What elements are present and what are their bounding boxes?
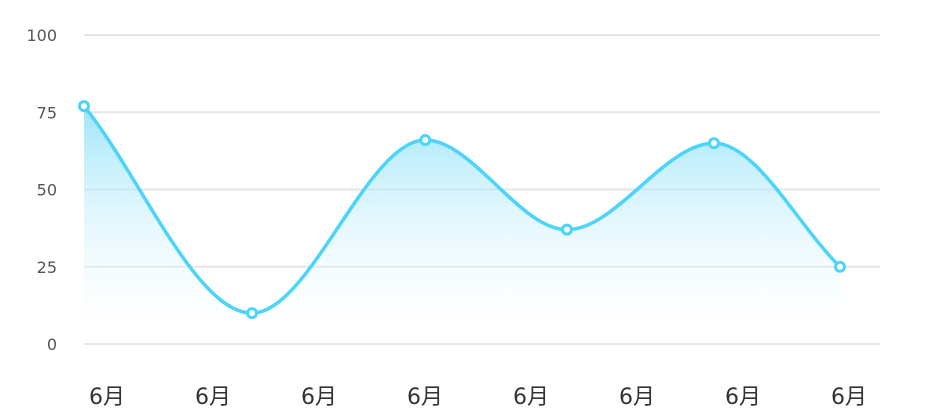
- y-tick-label: 25: [37, 258, 57, 277]
- data-point[interactable]: [246, 307, 258, 320]
- y-axis: 0 25 50 75 100: [26, 26, 57, 354]
- x-tick-label: 6月: [831, 385, 867, 410]
- data-point[interactable]: [561, 223, 573, 236]
- y-tick-label: 50: [37, 181, 57, 200]
- x-tick-label: 6月: [513, 385, 549, 410]
- y-tick-label: 100: [26, 26, 57, 45]
- x-tick-label: 6月: [725, 385, 761, 410]
- series: [78, 100, 846, 344]
- data-point[interactable]: [419, 134, 432, 147]
- x-tick-label: 6月: [195, 385, 231, 410]
- x-tick-label: 6月: [89, 385, 125, 410]
- y-tick-label: 75: [37, 103, 57, 122]
- data-point[interactable]: [834, 260, 846, 273]
- x-axis: 6月 6月 6月 6月 6月 6月 6月 6月: [89, 385, 867, 410]
- data-point[interactable]: [78, 100, 90, 113]
- x-tick-label: 6月: [301, 385, 337, 410]
- y-tick-label: 0: [47, 335, 57, 354]
- x-tick-label: 6月: [619, 385, 655, 410]
- data-point[interactable]: [708, 137, 720, 150]
- x-tick-label: 6月: [407, 385, 443, 410]
- series-area: [84, 106, 840, 344]
